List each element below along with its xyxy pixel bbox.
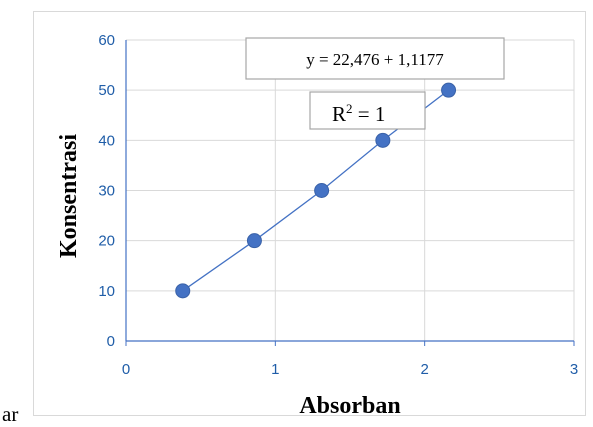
axes [125,40,575,346]
y-tick-label: 40 [98,132,115,149]
data-point [175,283,191,299]
x-tick-label: 2 [420,361,428,378]
y-axis-title: Konsentrasi [56,134,82,258]
stray-text: ar [2,402,19,426]
y-tick-label: 30 [98,183,115,200]
data-point [375,132,391,148]
y-tick-label: 0 [107,333,115,350]
y-tick-label: 10 [98,283,115,300]
x-tick-label: 0 [122,361,130,378]
y-tick-label: 50 [98,82,115,99]
x-tick-label: 3 [570,361,578,378]
r-squared-superscript: 2 [346,101,353,116]
data-point [314,183,330,198]
r-squared-prefix: R [332,102,346,126]
y-tick-label: 60 [98,32,115,49]
equation-label: y = 22,476 + 1,1177 [306,50,444,69]
equation-box: y = 22,476 + 1,1177 [245,37,505,80]
data-point [441,82,457,98]
r-squared-label: R2 = 1 [332,101,385,126]
x-axis-title: Absorban [299,393,400,419]
data-point [246,233,262,249]
r-squared-box: R2 = 1 [309,91,426,130]
x-tick-label: 1 [271,361,279,378]
r-squared-suffix: = 1 [353,102,386,126]
grid-lines [126,39,575,341]
y-tick-label: 20 [98,233,115,250]
tick-labels: 0 10 20 30 40 50 60 0 1 2 3 [98,32,578,378]
